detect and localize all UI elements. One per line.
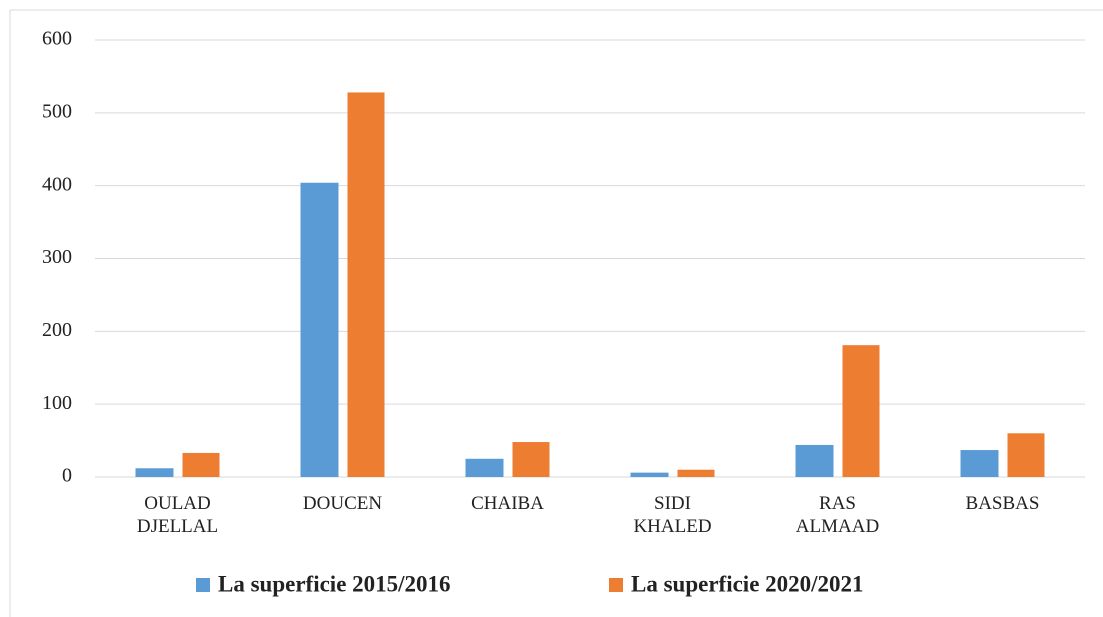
x-tick-label: BASBAS — [965, 493, 1040, 514]
bar — [465, 458, 504, 477]
y-tick-label: 300 — [42, 246, 72, 268]
bar — [795, 444, 834, 477]
bar — [960, 450, 999, 477]
legend-swatch — [609, 578, 623, 592]
y-tick-label: 100 — [42, 392, 72, 414]
y-tick-label: 0 — [62, 465, 72, 487]
x-tick-label: CHAIBA — [471, 493, 544, 514]
legend-label: La superficie 2020/2021 — [631, 571, 864, 596]
legend-label: La superficie 2015/2016 — [218, 571, 451, 596]
x-tick-label: SIDI KHALED — [633, 493, 712, 537]
bar — [135, 468, 174, 477]
x-tick-label: DOUCEN — [302, 493, 383, 514]
bar — [347, 92, 385, 477]
bar — [630, 472, 669, 477]
x-tick-label: RAS ALMAAD — [795, 493, 880, 537]
bar — [512, 442, 550, 477]
y-tick-label: 500 — [42, 100, 72, 122]
legend-swatch — [196, 578, 210, 592]
x-tick-label: OULAD DJELLAL — [136, 493, 219, 537]
bar — [842, 345, 880, 477]
y-tick-label: 600 — [42, 28, 72, 50]
bar — [300, 182, 339, 477]
y-tick-label: 200 — [42, 319, 72, 341]
bar — [1007, 433, 1045, 477]
y-tick-label: 400 — [42, 173, 72, 195]
bar — [677, 469, 715, 477]
bar — [182, 452, 220, 477]
